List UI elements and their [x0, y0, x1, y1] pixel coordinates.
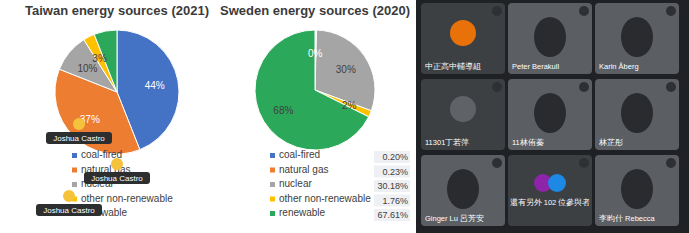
legend-swatch — [270, 153, 275, 158]
participant-tile[interactable]: 11301丁若萍 — [421, 79, 505, 150]
data-labels: 44%37%10%3% — [77, 53, 165, 125]
legend-value-box — [374, 180, 410, 192]
mic-off-icon — [492, 6, 502, 16]
video-person — [621, 17, 653, 57]
video-person — [621, 169, 653, 209]
reaction-badge — [84, 172, 150, 184]
mic-off-icon — [579, 158, 589, 168]
data-labels: 0% 30% 2% 68% — [273, 48, 356, 116]
legend-value-box — [374, 166, 410, 178]
thumb-icon — [111, 158, 123, 170]
chart-title: Sweden energy sources (2020) — [220, 3, 410, 18]
participant-name: Karin Åberg — [599, 62, 639, 71]
participant-name: 林芷彤 — [598, 138, 623, 147]
tile-background — [421, 3, 505, 74]
data-label: 10% — [77, 62, 97, 73]
legend-label: other non-renewable — [81, 193, 173, 204]
participant-name: Peter Berakull — [512, 62, 559, 71]
participant-name: 中正高中輔導組 — [425, 62, 481, 71]
mic-off-icon — [492, 158, 502, 168]
tile-background — [421, 79, 505, 150]
video-person — [621, 93, 653, 133]
legend-value-box — [374, 151, 410, 163]
legend-label: other non-renewable — [279, 193, 371, 204]
reaction-name: Joshua Castro — [43, 206, 95, 215]
reaction-name: Joshua Castro — [91, 174, 143, 183]
participant-name: Ginger Lu 呂芳安 — [425, 214, 484, 223]
reaction: Joshua Castro — [46, 118, 112, 144]
data-label: 30% — [336, 64, 356, 75]
tile-background — [508, 155, 592, 226]
legend-label: coal-fired — [279, 149, 320, 160]
participant-tile[interactable]: 11林侑蓁 — [508, 79, 592, 150]
data-label: 3% — [92, 53, 107, 64]
video-person — [447, 169, 479, 209]
avatar — [450, 96, 476, 122]
tile-background — [595, 79, 679, 150]
legend-swatch — [270, 211, 275, 216]
pie-slice — [255, 30, 369, 150]
participant-name: 11301丁若萍 — [425, 138, 469, 147]
video-person — [534, 93, 566, 133]
participant-tile[interactable]: Ginger Lu 呂芳安 — [421, 155, 505, 226]
legend-swatch — [270, 168, 275, 173]
reaction-badge — [46, 132, 112, 144]
mic-off-icon — [666, 82, 676, 92]
reaction-name: Joshua Castro — [53, 134, 105, 143]
data-label: 44% — [145, 80, 165, 91]
participant-name: 李昀什 Rebecca — [599, 214, 656, 223]
thumb-icon — [63, 190, 75, 202]
legend-value: 30.18% — [377, 181, 408, 191]
legend-swatch — [270, 197, 275, 202]
slices — [255, 30, 375, 150]
participant-tile[interactable]: 李昀什 Rebecca — [595, 155, 679, 226]
participant-name: 還有另外 102 位參與者 — [510, 198, 591, 207]
reaction: Joshua Castro — [36, 190, 102, 216]
legend-value: 0.23% — [382, 167, 408, 177]
tile-background — [595, 3, 679, 74]
mic-off-icon — [579, 82, 589, 92]
video-person — [534, 17, 566, 57]
mic-off-icon — [666, 158, 676, 168]
participant-tile[interactable]: 還有另外 102 位參與者 — [508, 155, 592, 226]
tile-background — [595, 155, 679, 226]
legend-value: 67.61% — [377, 210, 408, 220]
legend-label: natural gas — [279, 164, 328, 175]
legend-value: 1.76% — [382, 196, 408, 206]
data-label: 68% — [273, 105, 293, 116]
participant-tile[interactable]: 中正高中輔導組 — [421, 3, 505, 74]
reaction-badge — [36, 204, 102, 216]
mic-off-icon — [492, 82, 502, 92]
avatar — [548, 174, 566, 192]
mic-off-icon — [579, 6, 589, 16]
pie-chart: Sweden energy sources (2020) 0% 30% 2% 68% co… — [220, 3, 410, 221]
legend: coal-fired 0.20% natural gas 0.23% nuclear 30… — [270, 149, 410, 221]
reaction: Joshua Castro — [84, 158, 150, 184]
screen: Taiwan energy sources (2021) 44%37%10%3% c… — [0, 0, 689, 233]
tile-background — [421, 155, 505, 226]
slide — [0, 0, 416, 233]
avatar — [450, 20, 476, 46]
legend-swatch — [270, 182, 275, 187]
pie-chart: Taiwan energy sources (2021)44%37%10%3%c… — [25, 3, 209, 218]
legend-label: renewable — [279, 207, 326, 218]
participant-name: 11林侑蓁 — [512, 138, 544, 147]
legend-swatch — [72, 168, 77, 173]
legend-label: nuclear — [279, 178, 312, 189]
legend-value: 0.20% — [382, 152, 408, 162]
tile-background — [508, 79, 592, 150]
data-label: 0% — [308, 48, 323, 59]
tile-background — [508, 3, 592, 74]
participant-tile[interactable]: Peter Berakull — [508, 3, 592, 74]
chart-title: Taiwan energy sources (2021) — [25, 3, 209, 18]
participant-tile[interactable]: 林芷彤 — [595, 79, 679, 150]
legend-value-box — [374, 209, 410, 221]
legend-swatch — [72, 153, 77, 158]
thumb-icon — [73, 118, 85, 130]
mic-off-icon — [666, 6, 676, 16]
legend-swatch — [72, 182, 77, 187]
legend-value-box — [374, 195, 410, 207]
participant-tile[interactable]: Karin Åberg — [595, 3, 679, 74]
data-label: 2% — [342, 100, 357, 111]
